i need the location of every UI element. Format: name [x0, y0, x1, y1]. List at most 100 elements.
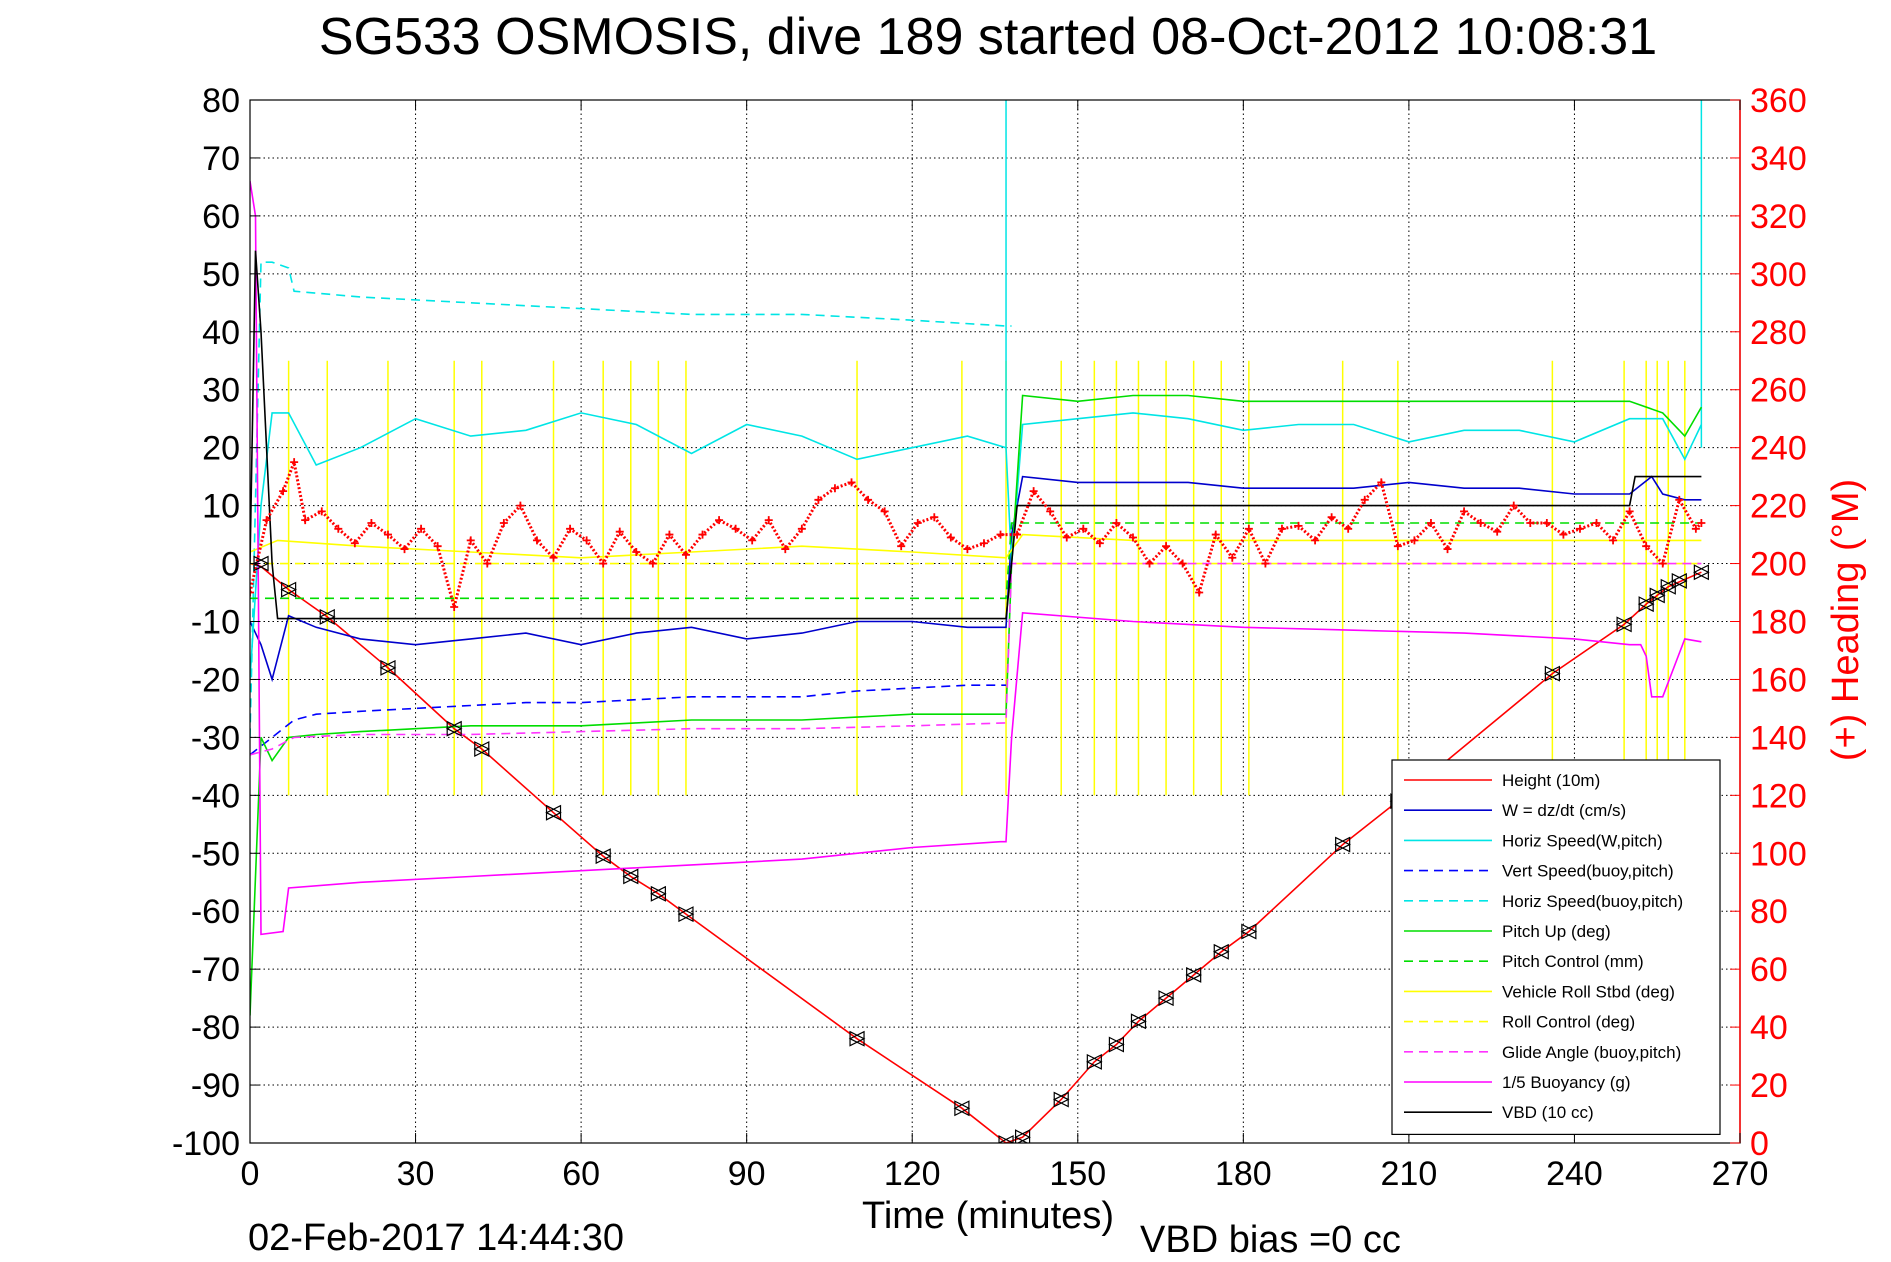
axes: 0 30 60 90 120 150 180 210 240 270 80 70 60 50 40 30 20 1… — [172, 82, 1807, 1193]
heading-marker — [748, 536, 757, 545]
series-line-0 — [250, 562, 1702, 1143]
height-marker — [997, 1135, 1015, 1143]
y2-tick-label: 220 — [1750, 488, 1807, 526]
heading-marker — [648, 559, 657, 568]
x-tick-label: 240 — [1546, 1155, 1603, 1193]
x-tick-label: 210 — [1381, 1155, 1438, 1193]
heading-marker — [1095, 539, 1104, 548]
legend-entry: Vert Speed(buoy,pitch) — [1502, 862, 1674, 881]
x-tick-label: 120 — [884, 1155, 941, 1193]
x-tick-label: 180 — [1215, 1155, 1272, 1193]
series-line-10 — [250, 180, 1702, 936]
height-marker — [848, 1030, 866, 1047]
y2-tick-label: 140 — [1750, 719, 1807, 757]
series-line-4 — [250, 261, 1012, 738]
legend-entry: Pitch Control (mm) — [1502, 952, 1644, 971]
height-marker — [1637, 596, 1655, 613]
y-tick-label: -70 — [191, 951, 240, 989]
y-tick-label: -80 — [191, 1009, 240, 1047]
heading-marker — [1112, 518, 1121, 527]
y-tick-label: -40 — [191, 777, 240, 815]
legend-entry: Horiz Speed(W,pitch) — [1502, 831, 1663, 850]
y2-tick-label: 340 — [1750, 140, 1807, 178]
heading-marker — [1162, 542, 1171, 551]
y2-tick-label: 80 — [1750, 893, 1788, 931]
y2-tick-label: 260 — [1750, 372, 1807, 410]
y-tick-label: -20 — [191, 661, 240, 699]
heading-marker — [1311, 536, 1320, 545]
y2-tick-label: 20 — [1750, 1067, 1788, 1105]
series-line-9 — [250, 562, 1702, 756]
legend-entry: Pitch Up (deg) — [1502, 922, 1611, 941]
chart-title: SG533 OSMOSIS, dive 189 started 08-Oct-2… — [319, 8, 1657, 66]
x-tick-label: 90 — [728, 1155, 766, 1193]
x-tick-label: 150 — [1049, 1155, 1106, 1193]
y2-axis-label: (+) Heading (°M) — [1825, 479, 1867, 761]
legend-entry: Vehicle Roll Stbd (deg) — [1502, 982, 1675, 1001]
y2-tick-label: 0 — [1750, 1125, 1769, 1163]
heading-marker — [715, 516, 724, 525]
y-tick-label: 0 — [221, 546, 240, 584]
height-marker — [1693, 564, 1710, 581]
height-marker — [318, 608, 336, 625]
height-marker — [953, 1100, 971, 1117]
y-tick-label: 30 — [202, 372, 240, 410]
y2-tick-label: 240 — [1750, 430, 1807, 468]
heading-marker — [1145, 559, 1154, 568]
y-tick-label: -90 — [191, 1067, 240, 1105]
legend-entry: Horiz Speed(buoy,pitch) — [1502, 892, 1683, 911]
series-line-3 — [250, 684, 1006, 756]
y-tick-label: 60 — [202, 198, 240, 236]
height-marker — [1157, 990, 1175, 1007]
legend-box — [1391, 759, 1721, 1135]
height-marker — [1052, 1091, 1070, 1108]
legend-entry: VBD (10 cc) — [1502, 1103, 1594, 1122]
y2-tick-label: 280 — [1750, 314, 1807, 352]
y2-tick-label: 180 — [1750, 604, 1807, 642]
heading-marker — [632, 547, 641, 556]
heading-marker — [1029, 487, 1038, 496]
heading-marker — [1327, 513, 1336, 522]
height-marker — [650, 885, 667, 902]
height-marker — [280, 581, 297, 598]
heading-marker — [946, 533, 955, 542]
y-tick-label: -50 — [191, 835, 240, 873]
heading-marker — [781, 545, 790, 554]
y2-tick-label: 60 — [1750, 951, 1788, 989]
y-tick-label: 70 — [202, 140, 240, 178]
height-marker — [1212, 943, 1230, 960]
height-marker — [1240, 923, 1258, 940]
heading-marker — [864, 495, 873, 504]
height-marker — [473, 741, 491, 757]
height-marker — [594, 848, 612, 865]
height-marker — [1108, 1036, 1125, 1053]
y-tick-label: -10 — [191, 604, 240, 642]
height-marker — [1130, 1013, 1147, 1030]
y2-tick-label: 300 — [1750, 256, 1807, 294]
y-tick-label: 80 — [202, 82, 240, 120]
vbd-bias-footer: VBD bias =0 cc — [1140, 1219, 1401, 1261]
y-tick-label: 50 — [202, 256, 240, 294]
timestamp-footer: 02-Feb-2017 14:44:30 — [248, 1217, 624, 1259]
heading-marker — [681, 550, 690, 559]
heading-marker — [880, 507, 889, 516]
height-marker — [1544, 665, 1561, 682]
height-marker — [445, 720, 463, 737]
y2-tick-label: 200 — [1750, 546, 1807, 584]
heading-marker — [250, 588, 254, 597]
legend-entry: Glide Angle (buoy,pitch) — [1502, 1043, 1681, 1062]
heading-marker — [731, 524, 740, 533]
y2-tick-label: 160 — [1750, 661, 1807, 699]
series-line-6 — [250, 522, 1702, 600]
y-tick-label: 40 — [202, 314, 240, 352]
series-line-5 — [250, 394, 1703, 1016]
height-marker — [1085, 1053, 1103, 1070]
heading-marker — [350, 539, 359, 548]
series-line-11 — [250, 250, 1702, 620]
series-line-1 — [250, 475, 1702, 683]
y-tick-label: -100 — [172, 1125, 240, 1163]
series-layer — [250, 100, 1710, 1143]
y2-tick-label: 100 — [1750, 835, 1807, 873]
heading-marker — [1542, 518, 1551, 527]
